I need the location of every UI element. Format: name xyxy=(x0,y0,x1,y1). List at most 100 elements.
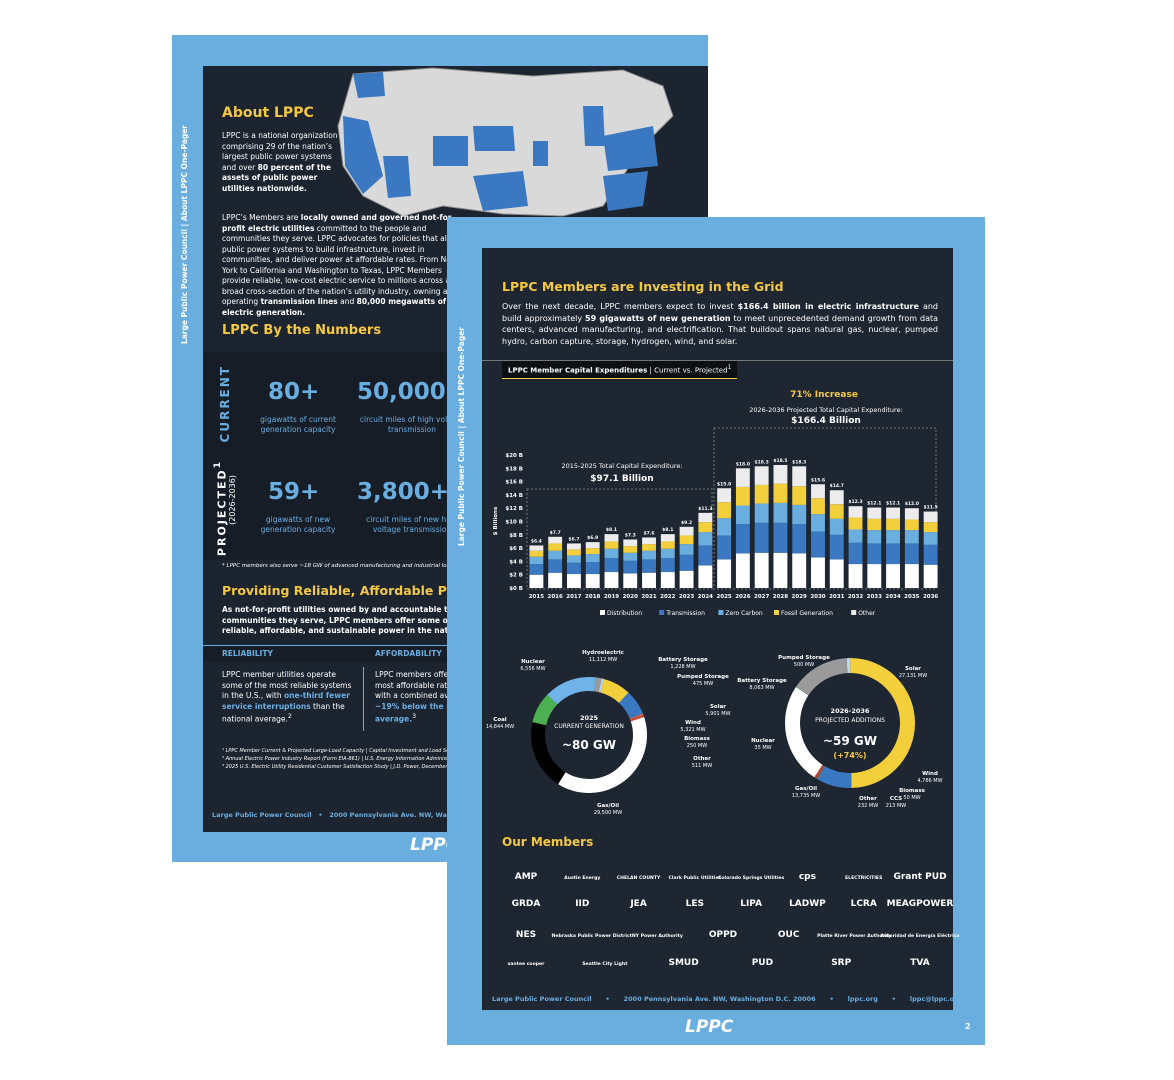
bar-segment xyxy=(548,559,563,573)
y-tick-label: $16 B xyxy=(505,480,523,486)
bar-segment xyxy=(548,536,563,544)
slice-value: 500 MW xyxy=(794,662,814,668)
bar-segment xyxy=(904,508,919,520)
section-title: Providing Reliable, Affordable Power xyxy=(222,583,482,598)
slice-value: 5,901 MW xyxy=(705,711,730,717)
slice-value: 14,844 MW xyxy=(486,724,514,730)
total-label: $11.3 xyxy=(698,506,712,512)
rule xyxy=(482,360,953,361)
total-label: $18.5 xyxy=(773,458,787,464)
donut-title: PROJECTED ADDITIONS xyxy=(815,717,885,724)
section-title: About LPPC xyxy=(222,105,314,121)
footer: Large Public Power Council • 2000 Pennsy… xyxy=(212,811,522,819)
y-axis-label: $ Billions xyxy=(493,506,499,535)
x-tick-label: 2031 xyxy=(829,594,844,600)
donut-slice xyxy=(600,678,629,703)
bar-segment xyxy=(754,484,769,504)
total-label: $12.0 xyxy=(905,501,919,507)
footer: Large Public Power Council • 2000 Pennsylv… xyxy=(492,994,962,1005)
slice-label: Pumped Storage xyxy=(778,655,830,661)
separator: • xyxy=(891,995,896,1003)
x-tick-label: 2030 xyxy=(810,594,825,600)
bar-segment xyxy=(566,562,581,575)
bar-segment xyxy=(886,530,901,544)
bar-segment xyxy=(754,522,769,553)
bar-segment xyxy=(886,564,901,588)
total-label: $15.6 xyxy=(811,477,825,483)
bar-segment xyxy=(923,522,938,533)
bar-segment xyxy=(773,522,788,553)
text: LPPC members offer some of the most affo… xyxy=(375,670,500,700)
bar-segment xyxy=(848,517,863,530)
member-name: JEA xyxy=(629,899,646,909)
member-name: CHELAN COUNTY xyxy=(617,875,661,881)
bar-segment xyxy=(642,537,656,545)
section-title: Our Members xyxy=(502,835,594,849)
bar-segment xyxy=(811,498,825,515)
total-label: $9.2 xyxy=(681,520,692,526)
column-heading: RELIABILITY xyxy=(222,649,273,658)
bar-segment xyxy=(566,549,581,556)
total-label: $11.5 xyxy=(923,505,937,511)
bar-segment xyxy=(566,555,581,563)
bar-segment xyxy=(735,524,750,554)
member-name: GRDA xyxy=(512,899,541,909)
x-tick-label: 2034 xyxy=(885,594,900,600)
bar-segment xyxy=(848,506,863,518)
x-tick-label: 2023 xyxy=(679,594,694,600)
paragraph: As not-for-profit utilities owned by and… xyxy=(222,605,492,635)
donut-slice xyxy=(558,717,647,793)
paragraph: LPPC member utilities operate some of th… xyxy=(222,670,357,725)
bar-segment xyxy=(698,545,713,566)
bar-segment xyxy=(848,542,863,565)
bar-segment xyxy=(698,565,713,588)
total-label: $6.4 xyxy=(531,538,542,544)
member-name: Platte River Power Authority xyxy=(817,933,891,939)
x-tick-label: 2017 xyxy=(566,594,581,600)
x-tick-label: 2024 xyxy=(698,594,713,600)
x-tick-label: 2027 xyxy=(754,594,769,600)
bar-segment xyxy=(792,504,807,525)
bar-segment xyxy=(886,507,901,519)
front-page: Large Public Power Council | About LPPC … xyxy=(447,217,985,1045)
intro: Over the next decade, LPPC members expec… xyxy=(502,301,938,347)
bar-segment xyxy=(829,518,844,535)
x-tick-label: 2033 xyxy=(867,594,882,600)
bar-segment xyxy=(792,524,807,554)
stat-caption: gigawatts of new generation capacity xyxy=(260,515,336,534)
bar-segment xyxy=(923,511,938,523)
bar-segment xyxy=(829,490,844,505)
slice-label: Battery Storage xyxy=(737,678,787,684)
bar-segment xyxy=(679,526,694,536)
slice-value: 6,556 MW xyxy=(520,666,545,672)
bar-segment xyxy=(679,535,694,545)
slice-value: 13,735 MW xyxy=(792,793,820,799)
x-tick-label: 2018 xyxy=(585,594,600,600)
text: than the national average. xyxy=(222,701,345,724)
bar-segment xyxy=(660,572,675,588)
member-name: SRP xyxy=(831,958,851,968)
bar-segment xyxy=(811,557,825,588)
bar-segment xyxy=(548,543,563,551)
member-name: OUC xyxy=(778,930,800,940)
bar-segment xyxy=(867,530,882,544)
y-tick-label: $2 B xyxy=(509,573,523,579)
slice-value: 8,063 MW xyxy=(749,685,774,691)
total-label: $8.1 xyxy=(606,527,617,533)
bar-segment xyxy=(773,502,788,523)
member-name: MEAGPOWER xyxy=(887,899,954,909)
legend-swatch xyxy=(659,610,665,615)
legend-swatch xyxy=(851,610,857,615)
x-tick-label: 2016 xyxy=(548,594,563,600)
slice-value: 232 MW xyxy=(858,803,878,809)
donut-change: (+74%) xyxy=(833,751,866,760)
y-tick-label: $4 B xyxy=(509,559,523,565)
bar-segment xyxy=(585,562,600,575)
stat-caption: gigawatts of current generation capacity xyxy=(260,415,336,434)
bar-segment xyxy=(717,488,732,503)
member-name: NES xyxy=(516,930,536,940)
x-tick-label: 2020 xyxy=(623,594,638,600)
slice-value: 213 MW xyxy=(886,803,906,809)
x-tick-label: 2026 xyxy=(735,594,750,600)
